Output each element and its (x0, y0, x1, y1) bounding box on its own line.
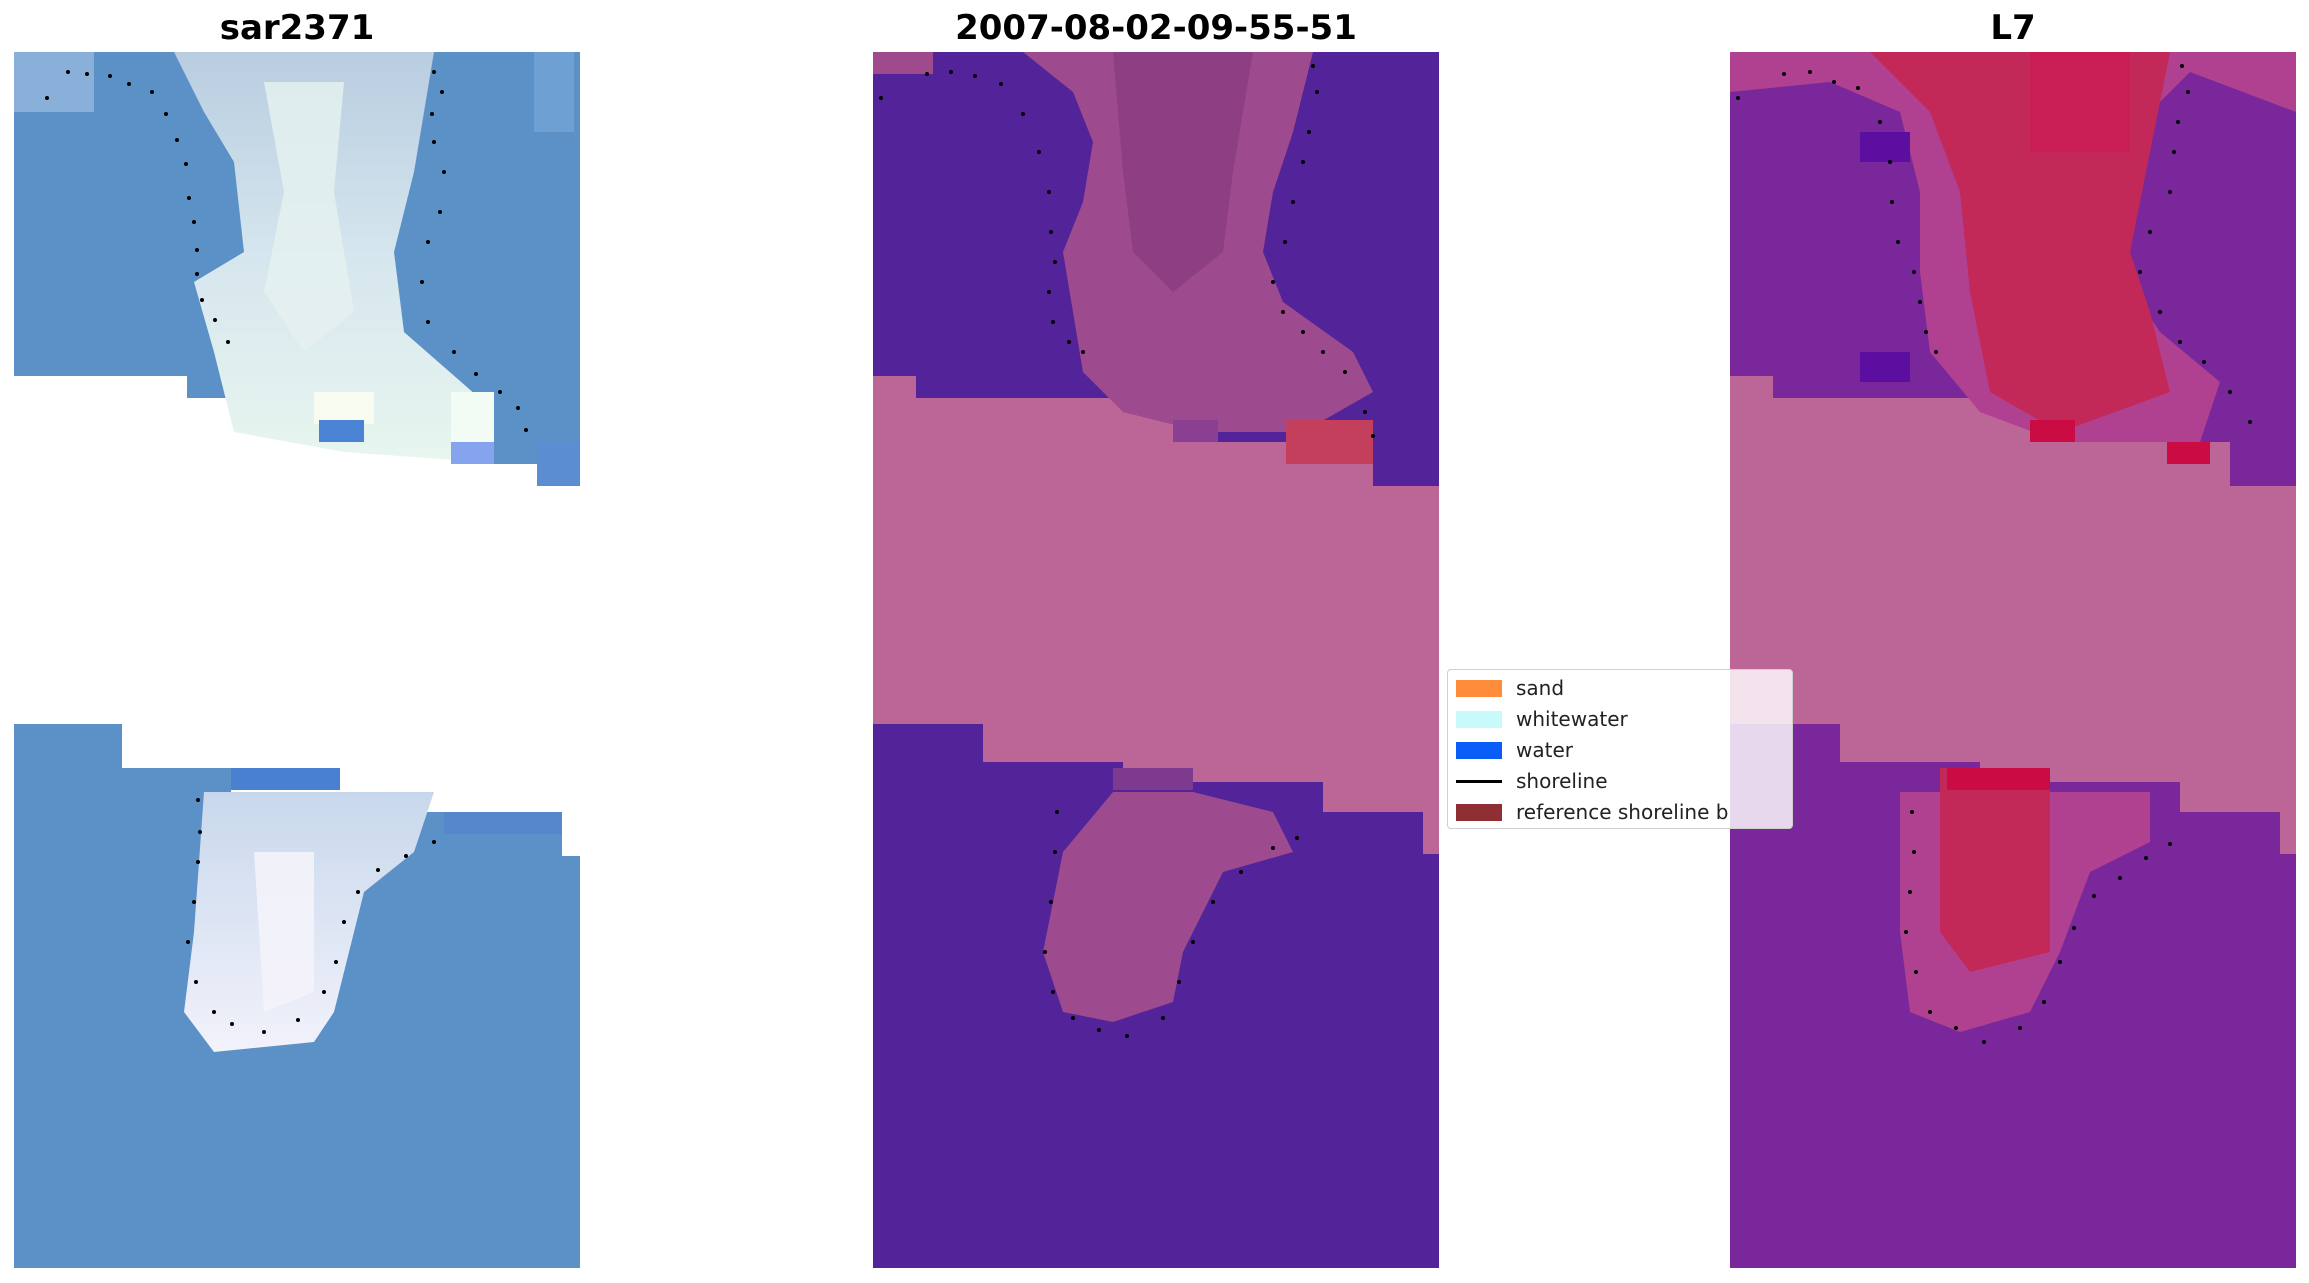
panel-title-classification: 2007-08-02-09-55-51 (955, 8, 1357, 48)
rgb-image (14, 52, 580, 1268)
index-image-panel (1730, 52, 2296, 1268)
shoreline-line-swatch (1456, 780, 1502, 783)
legend-label: shoreline (1516, 769, 1608, 793)
classification-image (873, 52, 1439, 1268)
legend-label: whitewater (1516, 707, 1628, 731)
panel-title-rgb: sar2371 (219, 8, 375, 48)
sand-swatch (1456, 680, 1502, 697)
legend-label: reference shoreline b (1516, 800, 1729, 824)
reference-shoreline-swatch (1456, 804, 1502, 821)
whitewater-swatch (1456, 711, 1502, 728)
legend-label: sand (1516, 676, 1565, 700)
legend: sand whitewater water shoreline referenc… (1447, 669, 1793, 829)
rgb-image-panel (14, 52, 580, 1268)
panel-title-index: L7 (1990, 8, 2036, 48)
legend-label: water (1516, 738, 1573, 762)
water-swatch (1456, 742, 1502, 759)
index-image (1730, 52, 2296, 1268)
classification-image-panel (873, 52, 1439, 1268)
